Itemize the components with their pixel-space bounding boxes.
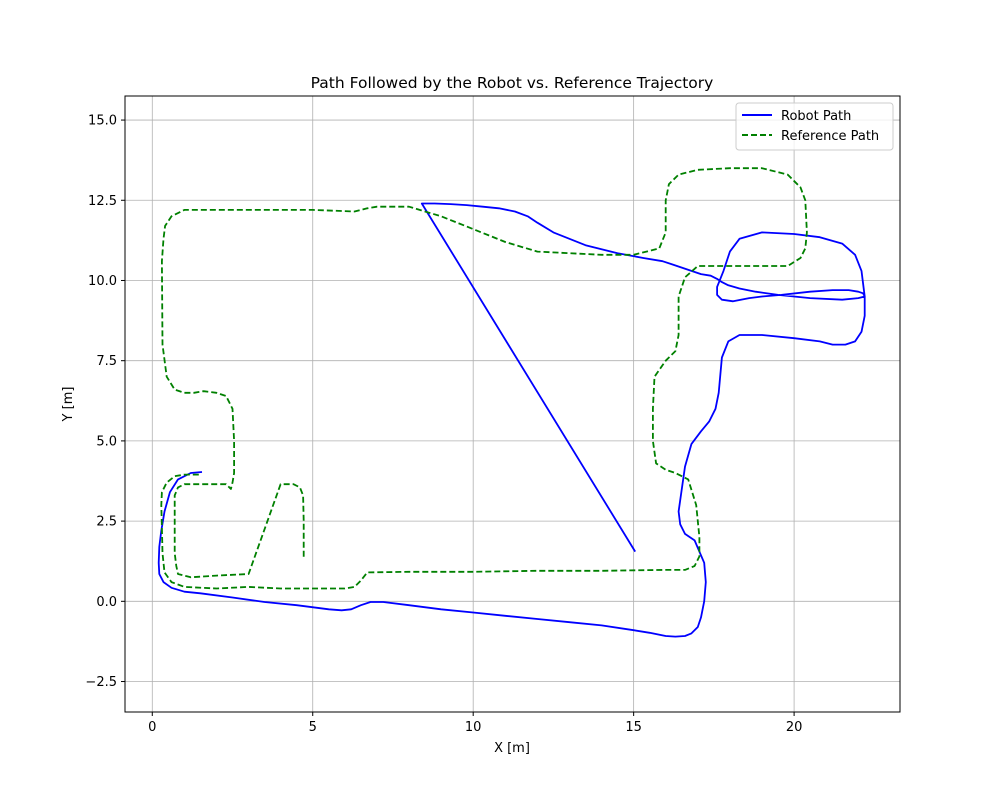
chart-title: Path Followed by the Robot vs. Reference… (311, 74, 714, 92)
legend-label-robot-path: Robot Path (781, 109, 851, 124)
y-axis-label: Y [m] (61, 387, 76, 423)
series-line-reference-path (160, 167, 808, 590)
x-tick-label: 0 (148, 720, 156, 735)
y-tick-label: 12.5 (88, 194, 117, 209)
legend: Robot Path Reference Path (735, 102, 894, 151)
y-tick-label: −2.5 (85, 675, 117, 690)
x-tick-label: 10 (465, 720, 482, 735)
y-tick-label: 5.0 (96, 434, 117, 449)
x-axis-label: X [m] (494, 741, 530, 756)
y-tick-label: 7.5 (96, 354, 117, 369)
y-tick-label: 15.0 (88, 114, 117, 129)
x-tick-label: 5 (309, 720, 317, 735)
y-tick-label: 2.5 (96, 515, 117, 530)
ticks: 0 5 10 15 20 −2.5 0.0 2.5 5.0 7.5 10.0 12.5 15.0 (85, 114, 802, 735)
grid (125, 96, 900, 712)
series-line-robot-path (157, 202, 866, 638)
legend-label-reference-path: Reference Path (781, 129, 879, 144)
y-tick-label: 10.0 (88, 274, 117, 289)
x-tick-label: 20 (786, 720, 803, 735)
plot-frame (124, 95, 901, 713)
legend-box (735, 102, 894, 151)
series-layer (157, 167, 866, 638)
y-tick-label: 0.0 (96, 595, 117, 610)
x-tick-label: 15 (625, 720, 642, 735)
